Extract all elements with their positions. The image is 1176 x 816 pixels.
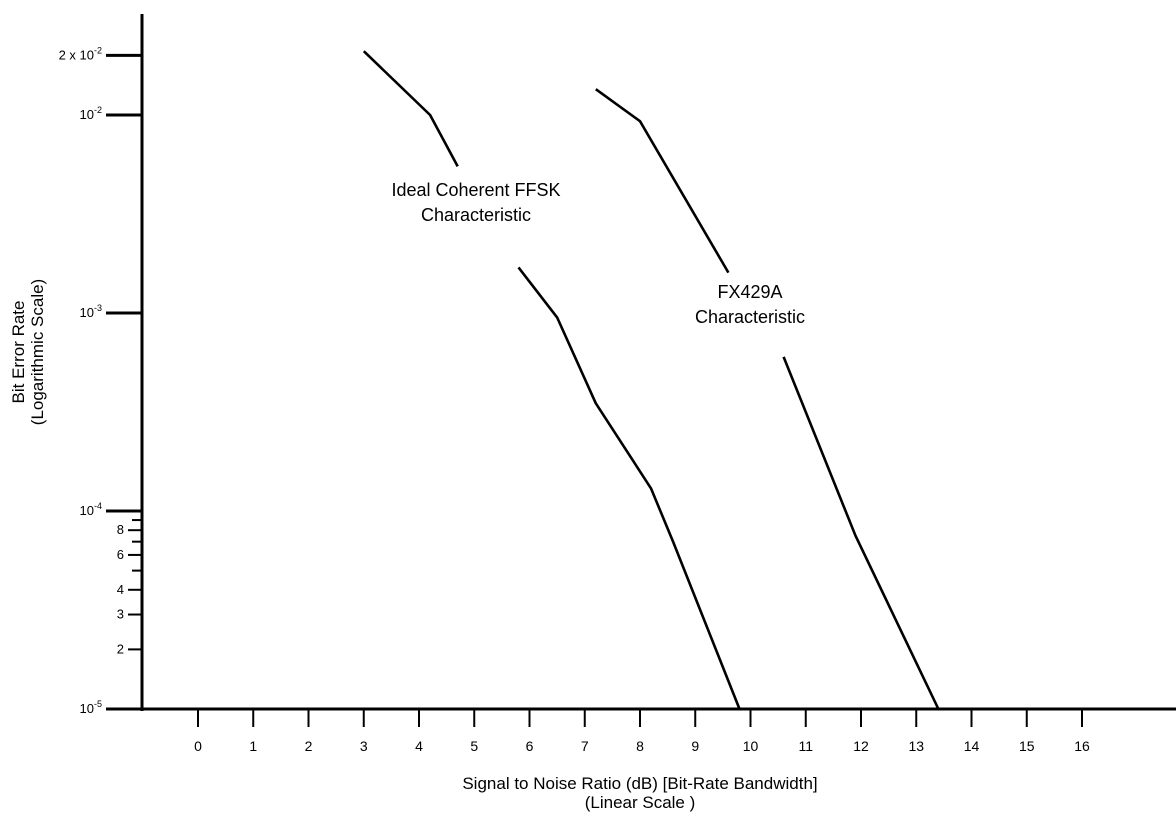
y-tick-label: 2 x 10-2 [59, 45, 102, 62]
ffsk-annotation-line2: Characteristic [421, 205, 531, 225]
y-tick-label: 3 [117, 607, 124, 622]
x-axis-title: Signal to Noise Ratio (dB) [Bit-Rate Ban… [462, 774, 817, 793]
y-axis-subtitle: (Logarithmic Scale) [28, 279, 47, 425]
ffsk-annotation-line1: Ideal Coherent FFSK [391, 180, 560, 200]
ffsk-curve-segment [362, 50, 459, 168]
fx429a-annotation-line2: Characteristic [695, 307, 805, 327]
x-tick-label: 3 [360, 738, 368, 754]
x-tick-label: 10 [743, 738, 759, 754]
x-tick-label: 15 [1019, 738, 1035, 754]
axes [140, 14, 1176, 711]
fx429a-curve-segment [595, 88, 730, 274]
fx429a-annotation-line1: FX429A [717, 282, 782, 302]
y-tick-label: 10-4 [80, 501, 102, 518]
x-tick-label: 14 [964, 738, 980, 754]
x-tick-label: 9 [691, 738, 699, 754]
series-lines [362, 50, 940, 710]
y-tick-label: 4 [117, 582, 124, 597]
x-axis-subtitle: (Linear Scale ) [585, 793, 696, 812]
y-ticks: 10-5 2 3 4 6 8 10-4 10-3 10-2 2 x 10-2 [59, 45, 142, 716]
x-tick-label: 6 [526, 738, 534, 754]
x-tick-label: 0 [194, 738, 202, 754]
y-tick-label: 10-3 [80, 303, 102, 320]
x-tick-label: 16 [1074, 738, 1090, 754]
ffsk-curve-segment [517, 266, 741, 710]
y-tick-label: 8 [117, 522, 124, 537]
x-tick-label: 8 [636, 738, 644, 754]
x-tick-label: 11 [798, 738, 813, 754]
y-tick-label: 2 [117, 641, 124, 656]
y-tick-label: 6 [117, 547, 124, 562]
x-tick-label: 12 [853, 738, 869, 754]
x-ticks: 0 1 2 3 4 5 6 7 8 9 10 11 12 13 14 15 16 [194, 709, 1090, 754]
y-tick-label: 10-5 [80, 699, 102, 716]
x-tick-label: 13 [908, 738, 924, 754]
y-tick-label: 10-2 [80, 105, 102, 122]
x-tick-label: 1 [249, 738, 257, 754]
x-tick-label: 4 [415, 738, 423, 754]
x-tick-label: 5 [470, 738, 478, 754]
x-tick-label: 7 [581, 738, 589, 754]
x-tick-label: 2 [305, 738, 313, 754]
y-axis-title: Bit Error Rate [9, 301, 28, 404]
fx429a-curve-segment [782, 356, 940, 710]
